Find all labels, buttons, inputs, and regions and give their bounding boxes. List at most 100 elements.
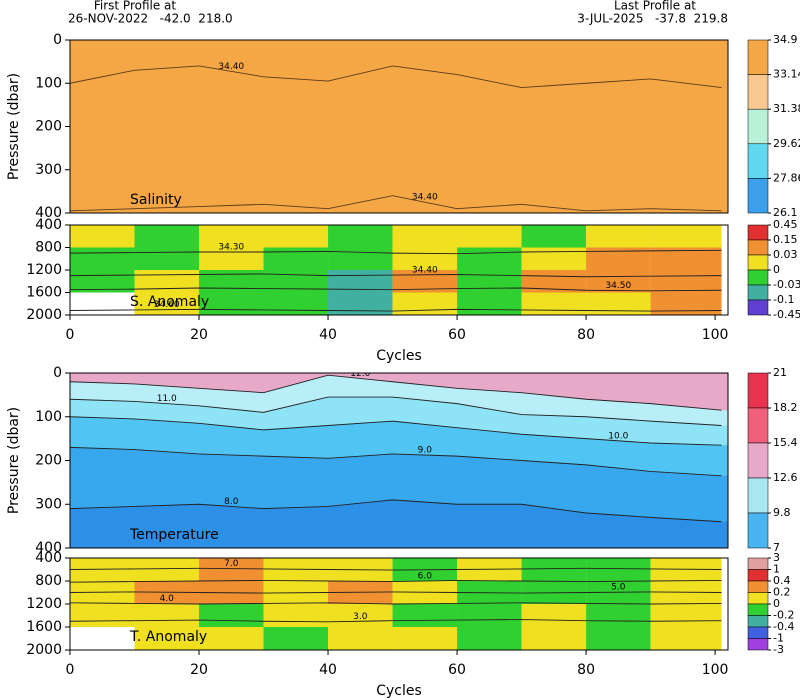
contour-label: 6.0	[418, 572, 433, 582]
x-tick-label: 20	[190, 662, 208, 678]
colorbar-label: 0	[773, 597, 780, 610]
contour-label: 12.0	[350, 369, 370, 379]
anomaly-cell	[134, 247, 200, 270]
contour-label: 34.40	[412, 265, 438, 275]
contour-line	[70, 446, 722, 477]
x-tick-label: 40	[319, 662, 337, 678]
contour-label: 8.0	[224, 497, 239, 507]
x-tick-label: 0	[66, 327, 75, 343]
anomaly-cell	[199, 627, 264, 650]
first-profile-info: 26-NOV-2022 -42.0 218.0	[68, 12, 233, 26]
contour-label: 34.60	[154, 300, 180, 310]
y-tick-label: 0	[53, 32, 62, 48]
colorbar-swatch	[747, 39, 769, 75]
y-tick-label: 100	[35, 409, 62, 425]
field-background	[70, 40, 728, 213]
colorbar-swatch	[747, 557, 769, 570]
field-label: Temperature	[129, 527, 219, 543]
panel-plot: 34.40 34.40	[70, 40, 728, 213]
contour-line	[70, 65, 722, 89]
x-axis-title: Cycles	[376, 683, 422, 699]
contour-label: 3.0	[353, 612, 368, 622]
colorbar-label: -3	[773, 643, 784, 656]
anomaly-cell	[457, 292, 522, 315]
anomaly-cell	[521, 225, 587, 248]
contour-label: 34.40	[218, 62, 244, 72]
y-tick-label: 400	[35, 550, 62, 566]
anomaly-cell	[392, 225, 458, 248]
colorbar-swatch	[747, 254, 769, 271]
x-tick-label: 60	[448, 327, 466, 343]
y-tick-label: 400	[35, 205, 62, 221]
colorbar-label: 3	[773, 551, 780, 564]
colorbar-label: 18.2	[773, 401, 798, 414]
contour-line	[70, 396, 722, 426]
contour-line	[70, 374, 722, 411]
y-tick-label: 1600	[26, 619, 62, 635]
x-tick-label: 60	[448, 662, 466, 678]
anomaly-cell	[457, 604, 522, 627]
anomaly-cell	[263, 604, 329, 627]
contour-line	[70, 287, 722, 292]
colorbar-swatch	[747, 239, 769, 256]
colorbar-label: 0.2	[773, 586, 791, 599]
colorbar-label: 0.15	[773, 233, 798, 246]
colorbar-label: 15.4	[773, 436, 798, 449]
contour-line	[70, 416, 722, 446]
x-tick-label: 80	[577, 327, 595, 343]
colorbar-label: 0.45	[773, 218, 798, 231]
contour-label: 11.0	[157, 394, 177, 404]
anomaly-cell	[586, 247, 651, 270]
x-tick-label: 40	[319, 327, 337, 343]
anomaly-cell	[521, 627, 587, 650]
colorbar-label: 0.4	[773, 574, 791, 587]
panel-plot: 7.0 6.0 5.0 4.0 3.0	[70, 558, 728, 650]
anomaly-cell	[199, 604, 264, 627]
colorbar-swatch	[747, 108, 769, 145]
colorbar-swatch	[747, 580, 769, 593]
y-tick-label: 2000	[26, 642, 62, 658]
anomaly-cell	[134, 225, 200, 248]
anomaly-cell	[650, 225, 722, 248]
colorbar-label: 9.8	[773, 506, 791, 519]
field-label: Salinity	[130, 192, 182, 208]
colorbar-swatch	[747, 143, 769, 179]
colorbar-label: -0.1	[773, 293, 794, 306]
panel-plot: 8.0 9.0 10.0 11.0 12.0	[70, 369, 728, 548]
contour-label: 34.40	[412, 193, 438, 203]
y-tick-label: 300	[35, 162, 62, 178]
y-tick-label: 400	[35, 217, 62, 233]
contour-line	[70, 308, 722, 312]
anomaly-cell	[70, 247, 135, 270]
contour-line	[70, 591, 722, 594]
anomaly-cell	[134, 270, 200, 293]
anomaly-cell	[586, 604, 651, 627]
y-tick-label: 400	[35, 540, 62, 556]
anomaly-cell	[457, 247, 522, 270]
colorbar-swatch	[747, 569, 769, 582]
colorbar-label: 31.38	[773, 102, 800, 115]
colorbar-swatch	[747, 626, 769, 639]
anomaly-cell	[457, 627, 522, 650]
colorbar-swatch	[747, 477, 769, 514]
colorbar-swatch	[747, 74, 769, 110]
colorbar-label: -0.2	[773, 609, 794, 622]
anomaly-cell	[521, 604, 587, 627]
anomaly-cell	[134, 604, 200, 627]
colorbar-swatch	[747, 372, 769, 409]
x-tick-label: 100	[702, 327, 729, 343]
contour-label: 7.0	[224, 559, 239, 569]
x-tick-label: 20	[190, 327, 208, 343]
first-profile-title: First Profile at	[94, 0, 177, 13]
y-tick-label: 800	[35, 240, 62, 256]
colorbar-swatch	[747, 299, 769, 316]
colorbar-label: -0.45	[773, 308, 800, 321]
anomaly-cell	[263, 247, 329, 270]
colorbar-swatch	[747, 178, 769, 214]
colorbar-label: 0.03	[773, 248, 798, 261]
anomaly-cell	[328, 627, 393, 650]
colorbar-label: -0.03	[773, 278, 800, 291]
colorbar-swatch	[747, 224, 769, 241]
colorbar-swatch	[747, 615, 769, 628]
